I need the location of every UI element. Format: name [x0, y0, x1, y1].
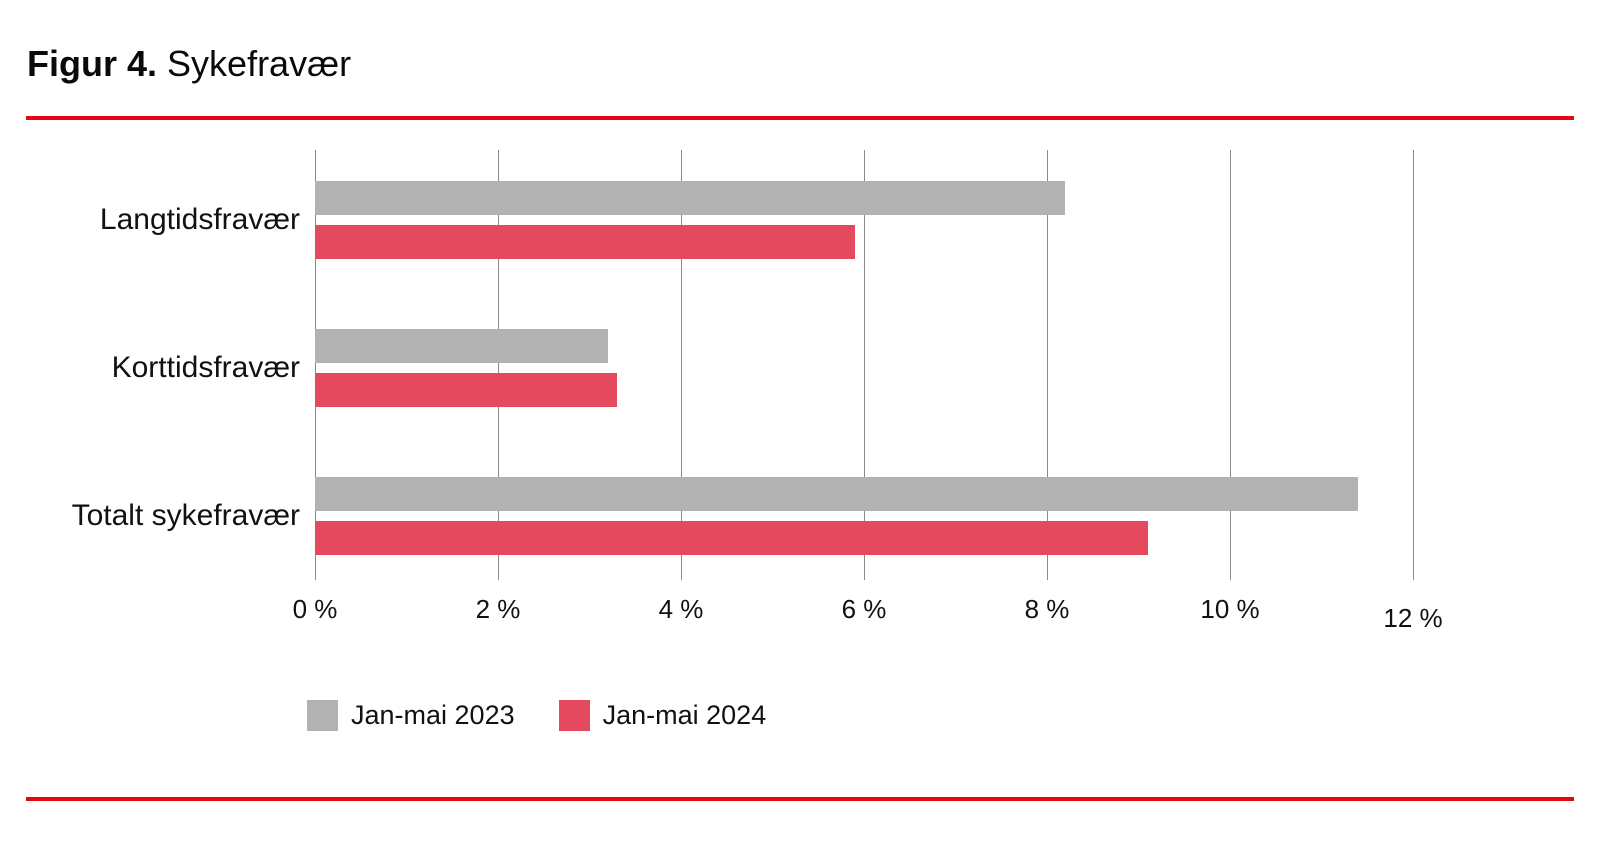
gridline: [1413, 150, 1414, 580]
figure-title-text: Sykefravær: [167, 43, 352, 84]
bar-jan-mai-2023: [315, 477, 1359, 511]
x-tick-label: 0 %: [292, 594, 338, 624]
gridline: [1047, 150, 1048, 580]
bar-jan-mai-2024: [315, 225, 855, 259]
gridline: [681, 150, 682, 580]
gridline: [864, 150, 865, 580]
x-tick-label: 4 %: [658, 594, 704, 624]
x-tick-label: 6 %: [841, 594, 887, 624]
top-rule: [26, 116, 1574, 120]
x-tick-label: 10 %: [1200, 594, 1260, 624]
legend-label: Jan-mai 2023: [351, 700, 515, 730]
category-label: Korttidsfravær: [111, 351, 300, 384]
gridline: [498, 150, 499, 580]
plot-area: Langtidsfravær Korttidsfravær Totalt sykef…: [72, 150, 1414, 580]
legend-item: Jan-mai 2023: [307, 700, 515, 731]
figure-number-label: Figur 4.: [27, 43, 158, 84]
bar-row: Totalt sykefravær: [72, 477, 1413, 555]
bar-jan-mai-2023: [315, 181, 1066, 215]
legend-swatch: [307, 700, 338, 731]
legend-item: Jan-mai 2024: [558, 700, 767, 731]
bar-jan-mai-2024: [315, 521, 1148, 555]
x-tick-label: 2 %: [475, 594, 521, 624]
gridline: [315, 150, 316, 580]
bottom-rule: [26, 797, 1574, 801]
bar-rows: Langtidsfravær Korttidsfravær Totalt sykef…: [72, 150, 1413, 555]
bar-jan-mai-2024: [315, 373, 617, 407]
x-axis-tick-labels: 0 % 2 % 4 % 6 % 8 % 10 % 12 %: [293, 594, 1443, 638]
x-tick-label: 8 %: [1024, 594, 1070, 624]
category-label: Langtidsfravær: [99, 203, 300, 236]
x-tick-label: 12 %: [1383, 603, 1443, 633]
bar-chart: Langtidsfravær Korttidsfravær Totalt sykef…: [27, 150, 1573, 731]
gridline: [1230, 150, 1231, 580]
legend-swatch: [558, 700, 590, 731]
legend-label: Jan-mai 2024: [602, 700, 767, 730]
bar-row: Korttidsfravær: [112, 329, 1413, 407]
bar-row: Langtidsfravær: [100, 181, 1413, 259]
figure-title: Figur 4. Sykefravær: [27, 44, 351, 84]
chart-legend: Jan-mai 2023 Jan-mai 2024: [307, 700, 1573, 731]
bar-jan-mai-2023: [315, 329, 608, 363]
category-label: Totalt sykefravær: [71, 499, 300, 532]
